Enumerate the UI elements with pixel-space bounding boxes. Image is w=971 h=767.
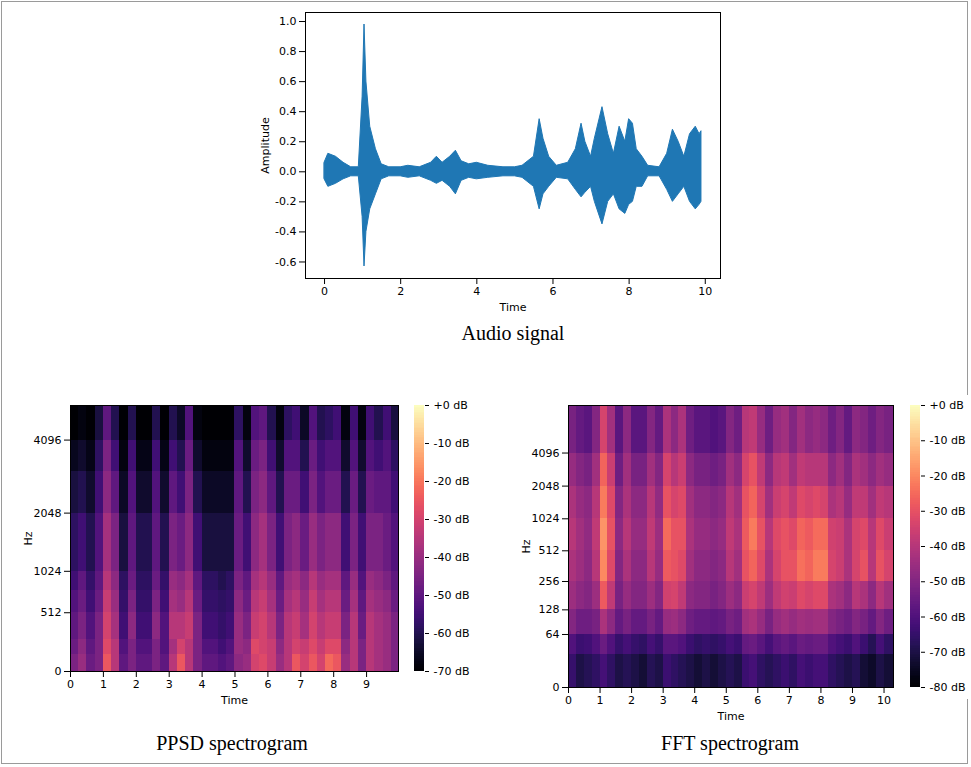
svg-text:7: 7 xyxy=(297,678,304,691)
svg-text:3: 3 xyxy=(166,678,173,691)
svg-text:-50 dB: -50 dB xyxy=(434,589,470,602)
svg-text:256: 256 xyxy=(539,575,560,588)
svg-text:1: 1 xyxy=(597,694,604,707)
svg-text:-40 dB: -40 dB xyxy=(434,551,470,564)
svg-text:-60 dB: -60 dB xyxy=(930,611,966,624)
svg-text:4: 4 xyxy=(473,285,480,298)
svg-text:128: 128 xyxy=(539,603,560,616)
svg-text:-50 dB: -50 dB xyxy=(930,575,966,588)
svg-text:Time: Time xyxy=(717,710,745,723)
svg-text:-0.2: -0.2 xyxy=(275,195,296,208)
svg-text:9: 9 xyxy=(363,678,370,691)
svg-text:512: 512 xyxy=(41,606,62,619)
svg-text:+0 dB: +0 dB xyxy=(434,399,468,412)
svg-text:+0 dB: +0 dB xyxy=(930,399,964,412)
svg-text:8: 8 xyxy=(330,678,337,691)
svg-text:-10 dB: -10 dB xyxy=(930,434,966,447)
svg-text:1024: 1024 xyxy=(532,512,560,525)
svg-text:0.4: 0.4 xyxy=(279,105,297,118)
svg-text:10: 10 xyxy=(698,285,712,298)
svg-text:-10 dB: -10 dB xyxy=(434,437,470,450)
svg-text:Amplitude: Amplitude xyxy=(259,117,272,174)
svg-text:8: 8 xyxy=(626,285,633,298)
svg-text:-70 dB: -70 dB xyxy=(434,665,470,678)
svg-text:5: 5 xyxy=(723,694,730,707)
html-text:FFT spectrogram: FFT spectrogram xyxy=(661,732,799,754)
svg-text:-0.4: -0.4 xyxy=(275,225,296,238)
svg-text:0.2: 0.2 xyxy=(279,135,297,148)
svg-text:0: 0 xyxy=(321,285,328,298)
svg-text:64: 64 xyxy=(546,628,560,641)
svg-text:2: 2 xyxy=(133,678,140,691)
svg-text:2: 2 xyxy=(628,694,635,707)
html-text:PPSD spectrogram: PPSD spectrogram xyxy=(156,732,308,754)
svg-text:-20 dB: -20 dB xyxy=(434,475,470,488)
svg-text:Time: Time xyxy=(220,694,248,707)
svg-text:2: 2 xyxy=(397,285,404,298)
svg-text:1: 1 xyxy=(100,678,107,691)
svg-text:2048: 2048 xyxy=(532,480,560,493)
svg-text:1.0: 1.0 xyxy=(279,15,297,28)
svg-text:8: 8 xyxy=(817,694,824,707)
svg-text:0.6: 0.6 xyxy=(279,75,297,88)
html-text:Audio signal: Audio signal xyxy=(461,322,565,344)
svg-text:-80 dB: -80 dB xyxy=(930,681,966,694)
svg-text:0: 0 xyxy=(55,665,62,678)
svg-text:4096: 4096 xyxy=(532,447,560,460)
svg-text:4: 4 xyxy=(199,678,206,691)
svg-text:6: 6 xyxy=(549,285,556,298)
svg-text:-30 dB: -30 dB xyxy=(434,513,470,526)
svg-text:-30 dB: -30 dB xyxy=(930,505,966,518)
svg-text:Time: Time xyxy=(499,301,527,314)
svg-text:512: 512 xyxy=(539,544,560,557)
svg-text:5: 5 xyxy=(231,678,238,691)
svg-text:0.0: 0.0 xyxy=(279,165,297,178)
svg-text:-20 dB: -20 dB xyxy=(930,470,966,483)
svg-text:9: 9 xyxy=(849,694,856,707)
svg-text:3: 3 xyxy=(660,694,667,707)
svg-text:-0.6: -0.6 xyxy=(275,255,296,268)
svg-text:Hz: Hz xyxy=(22,531,35,545)
svg-text:7: 7 xyxy=(786,694,793,707)
svg-text:2048: 2048 xyxy=(34,507,62,520)
svg-text:4: 4 xyxy=(691,694,698,707)
svg-text:6: 6 xyxy=(754,694,761,707)
svg-text:-70 dB: -70 dB xyxy=(930,646,966,659)
svg-text:0: 0 xyxy=(565,694,572,707)
svg-text:1024: 1024 xyxy=(34,565,62,578)
svg-text:-60 dB: -60 dB xyxy=(434,627,470,640)
svg-text:6: 6 xyxy=(264,678,271,691)
svg-text:10: 10 xyxy=(877,694,891,707)
svg-text:4096: 4096 xyxy=(34,434,62,447)
svg-text:0: 0 xyxy=(67,678,74,691)
svg-text:-40 dB: -40 dB xyxy=(930,540,966,553)
svg-text:0: 0 xyxy=(553,681,560,694)
svg-text:Hz: Hz xyxy=(520,539,533,553)
svg-text:0.8: 0.8 xyxy=(279,45,297,58)
